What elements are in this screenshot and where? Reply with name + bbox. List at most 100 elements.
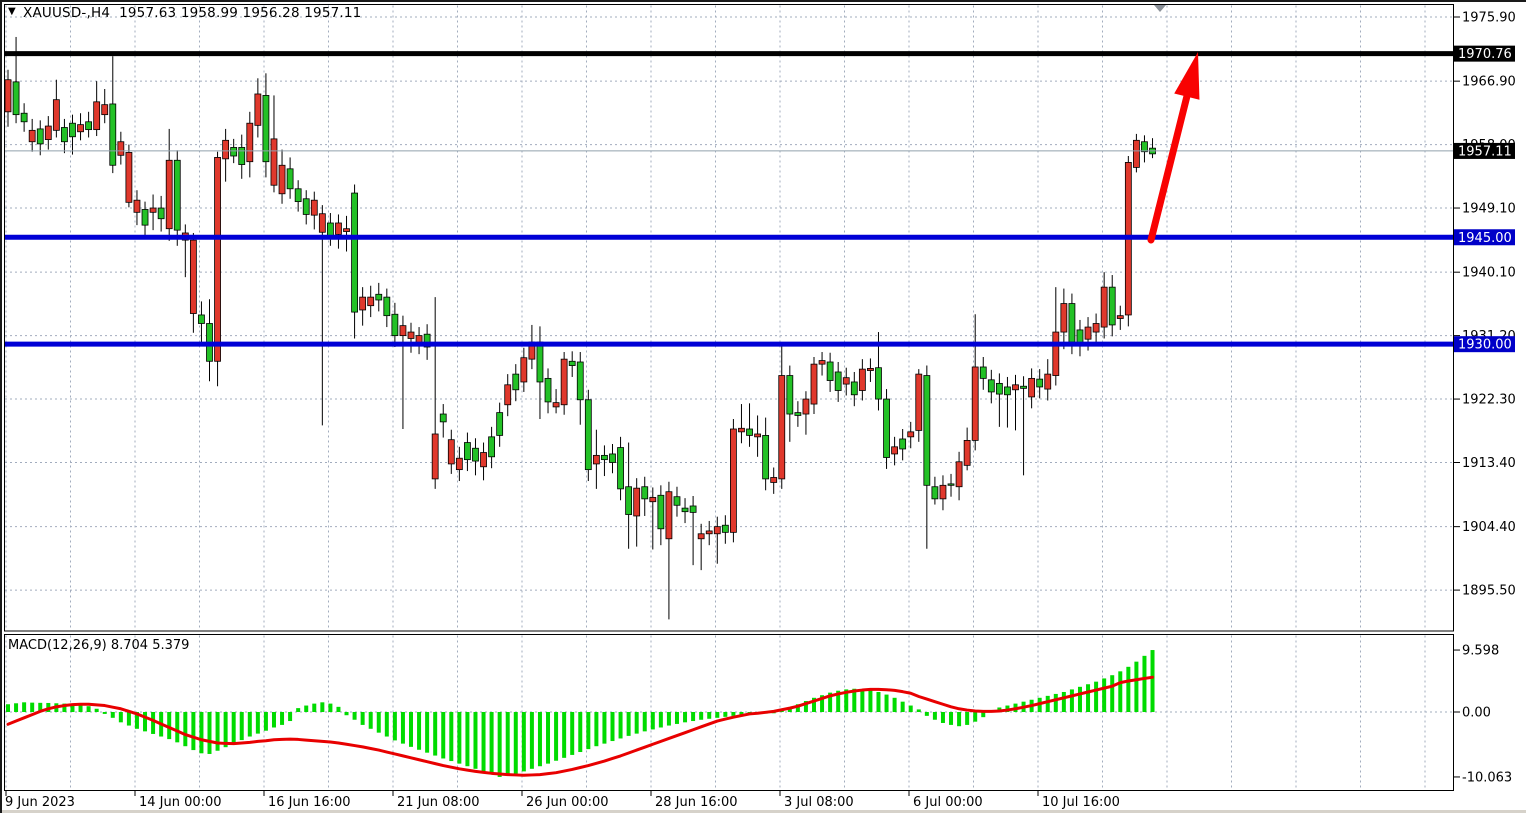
macd-bar — [1094, 681, 1099, 712]
macd-bar — [513, 712, 518, 774]
macd-bar — [965, 712, 970, 725]
arrow-shaft[interactable] — [1147, 93, 1191, 244]
macd-bar — [441, 712, 446, 759]
candle — [439, 413, 447, 423]
candle — [85, 121, 92, 131]
candle — [286, 168, 294, 190]
macd-bar — [820, 695, 825, 712]
macd-bar — [263, 712, 268, 731]
candle — [455, 457, 463, 471]
macd-bar — [296, 708, 301, 712]
macd-bar — [280, 712, 285, 725]
time-axis-label: 9 Jun 2023 — [5, 795, 75, 810]
macd-bar — [417, 712, 422, 750]
chart-shift-marker-icon[interactable] — [1154, 5, 1166, 12]
candle — [504, 384, 512, 406]
macd-bar — [836, 690, 841, 712]
candle — [931, 486, 939, 500]
candle — [472, 447, 479, 462]
macd-bar — [562, 712, 567, 758]
candle — [689, 505, 697, 513]
price-axis-label: 1949.10 — [1462, 202, 1516, 217]
macd-bar — [425, 712, 430, 753]
macd-bar — [594, 712, 599, 747]
macd-bar — [102, 712, 107, 714]
price-axis-label: 1966.90 — [1462, 75, 1516, 90]
macd-bar — [650, 712, 655, 730]
macd-bar — [497, 712, 502, 777]
candle — [1092, 323, 1100, 333]
macd-bar — [739, 712, 744, 716]
macd-bar — [691, 712, 696, 722]
macd-bar — [14, 703, 19, 712]
candle — [254, 93, 262, 126]
macd-bar — [1045, 695, 1050, 712]
macd-bar — [602, 712, 607, 744]
candle — [754, 433, 761, 438]
candle — [52, 99, 60, 131]
candle — [93, 101, 101, 131]
candle — [923, 375, 931, 486]
macd-bar — [844, 689, 849, 712]
candle — [318, 213, 326, 233]
time-axis-label: 6 Jul 00:00 — [913, 795, 983, 810]
macd-bar — [215, 712, 220, 751]
macd-bar — [642, 712, 647, 732]
macd-bar — [231, 712, 236, 744]
time-axis[interactable] — [2, 791, 1453, 812]
candle — [818, 360, 826, 365]
symbol-dropdown-icon[interactable]: ▼ — [8, 6, 16, 17]
candle — [125, 152, 133, 203]
macd-bar — [658, 712, 663, 728]
candle — [464, 442, 471, 461]
candle — [738, 427, 745, 433]
candle — [1004, 386, 1011, 396]
macd-bar — [916, 709, 921, 712]
candle — [770, 477, 778, 483]
macd-bar — [908, 705, 913, 712]
macd-bar — [731, 712, 736, 716]
candle — [834, 371, 842, 391]
macd-bar — [626, 712, 631, 736]
candle — [947, 483, 955, 486]
macd-bar — [384, 712, 389, 737]
arrow-head[interactable] — [1174, 52, 1200, 100]
candle — [1108, 286, 1116, 326]
candle — [842, 377, 850, 385]
candle — [28, 129, 36, 143]
macd-bar — [392, 712, 397, 741]
price-levels — [5, 51, 1453, 347]
candle — [399, 325, 407, 337]
candle — [133, 199, 141, 213]
candle — [657, 494, 665, 530]
macd-bar — [795, 704, 800, 712]
candle — [383, 296, 391, 317]
macd-bar — [957, 712, 962, 727]
macd-bar — [473, 712, 478, 769]
candle — [222, 139, 230, 160]
candle — [367, 296, 375, 307]
price-axis-label: 1904.40 — [1462, 520, 1516, 535]
candle — [69, 122, 76, 138]
macd-bar — [376, 712, 381, 733]
macd-bar — [191, 712, 196, 751]
macd-bar — [352, 712, 357, 720]
macd-bar — [1053, 693, 1058, 712]
macd-bar — [683, 712, 688, 723]
price-axis[interactable] — [1452, 2, 1526, 790]
candle — [238, 147, 246, 165]
macd-bar — [433, 712, 438, 756]
candle — [979, 366, 987, 379]
macd-bar — [554, 712, 559, 761]
macd-bar — [666, 712, 671, 726]
candle — [1020, 385, 1027, 389]
macd-bar — [481, 712, 486, 772]
macd-bar — [167, 712, 172, 740]
candle — [1044, 373, 1052, 390]
candle — [77, 124, 84, 133]
candle — [746, 428, 753, 436]
macd-bar — [336, 706, 341, 712]
macd-bar — [320, 702, 325, 712]
macd-bar — [38, 702, 43, 712]
